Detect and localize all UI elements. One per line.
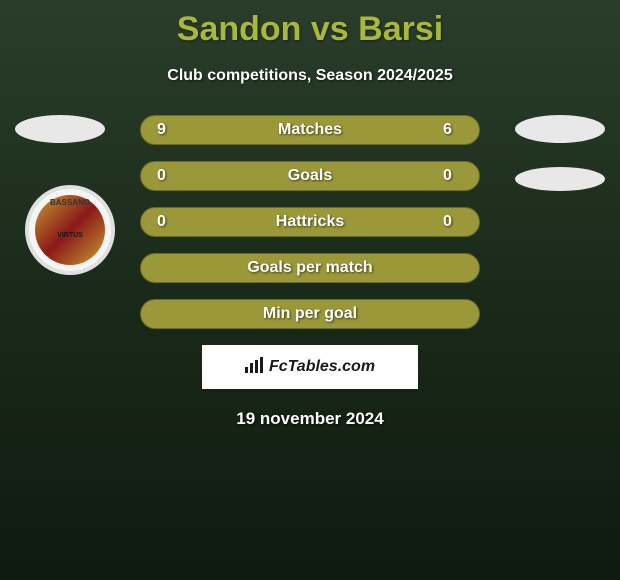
date-text: 19 november 2024	[0, 409, 620, 429]
stat-bar-hattricks: 0 Hattricks 0	[140, 207, 480, 237]
club-logo-text-2: VIRTUS	[57, 232, 83, 239]
footer-brand-text: FcTables.com	[269, 358, 375, 376]
footer-brand-box[interactable]: FcTables.com	[202, 345, 418, 389]
stat-right-value: 6	[443, 121, 463, 139]
club-logo: BASSANO VIRTUS	[25, 185, 115, 275]
content-area: BASSANO VIRTUS 9 Matches 6 0 Goals 0 0 H…	[0, 115, 620, 429]
stat-right-value: 0	[443, 167, 463, 185]
stat-bar-goals-per-match: Goals per match	[140, 253, 480, 283]
stat-left-value: 0	[157, 213, 177, 231]
stat-left-value: 0	[157, 167, 177, 185]
stat-bar-min-per-goal: Min per goal	[140, 299, 480, 329]
stat-left-value: 9	[157, 121, 177, 139]
stat-label: Goals	[288, 167, 332, 185]
player-badge-right	[515, 115, 605, 143]
stat-bars-container: 9 Matches 6 0 Goals 0 0 Hattricks 0 Goal…	[140, 115, 480, 329]
subtitle: Club competitions, Season 2024/2025	[0, 67, 620, 85]
club-logo-text-1: BASSANO	[35, 198, 105, 207]
player-badge-left	[15, 115, 105, 143]
stat-label: Hattricks	[276, 213, 344, 231]
stat-bar-matches: 9 Matches 6	[140, 115, 480, 145]
stat-bar-goals: 0 Goals 0	[140, 161, 480, 191]
page-title: Sandon vs Barsi	[0, 0, 620, 49]
stat-right-value: 0	[443, 213, 463, 231]
stat-label: Min per goal	[263, 305, 357, 323]
player-badge-right-2	[515, 167, 605, 191]
stat-label: Matches	[278, 121, 342, 139]
chart-icon	[245, 357, 265, 378]
club-logo-inner: BASSANO VIRTUS	[35, 195, 105, 265]
stat-label: Goals per match	[247, 259, 372, 277]
